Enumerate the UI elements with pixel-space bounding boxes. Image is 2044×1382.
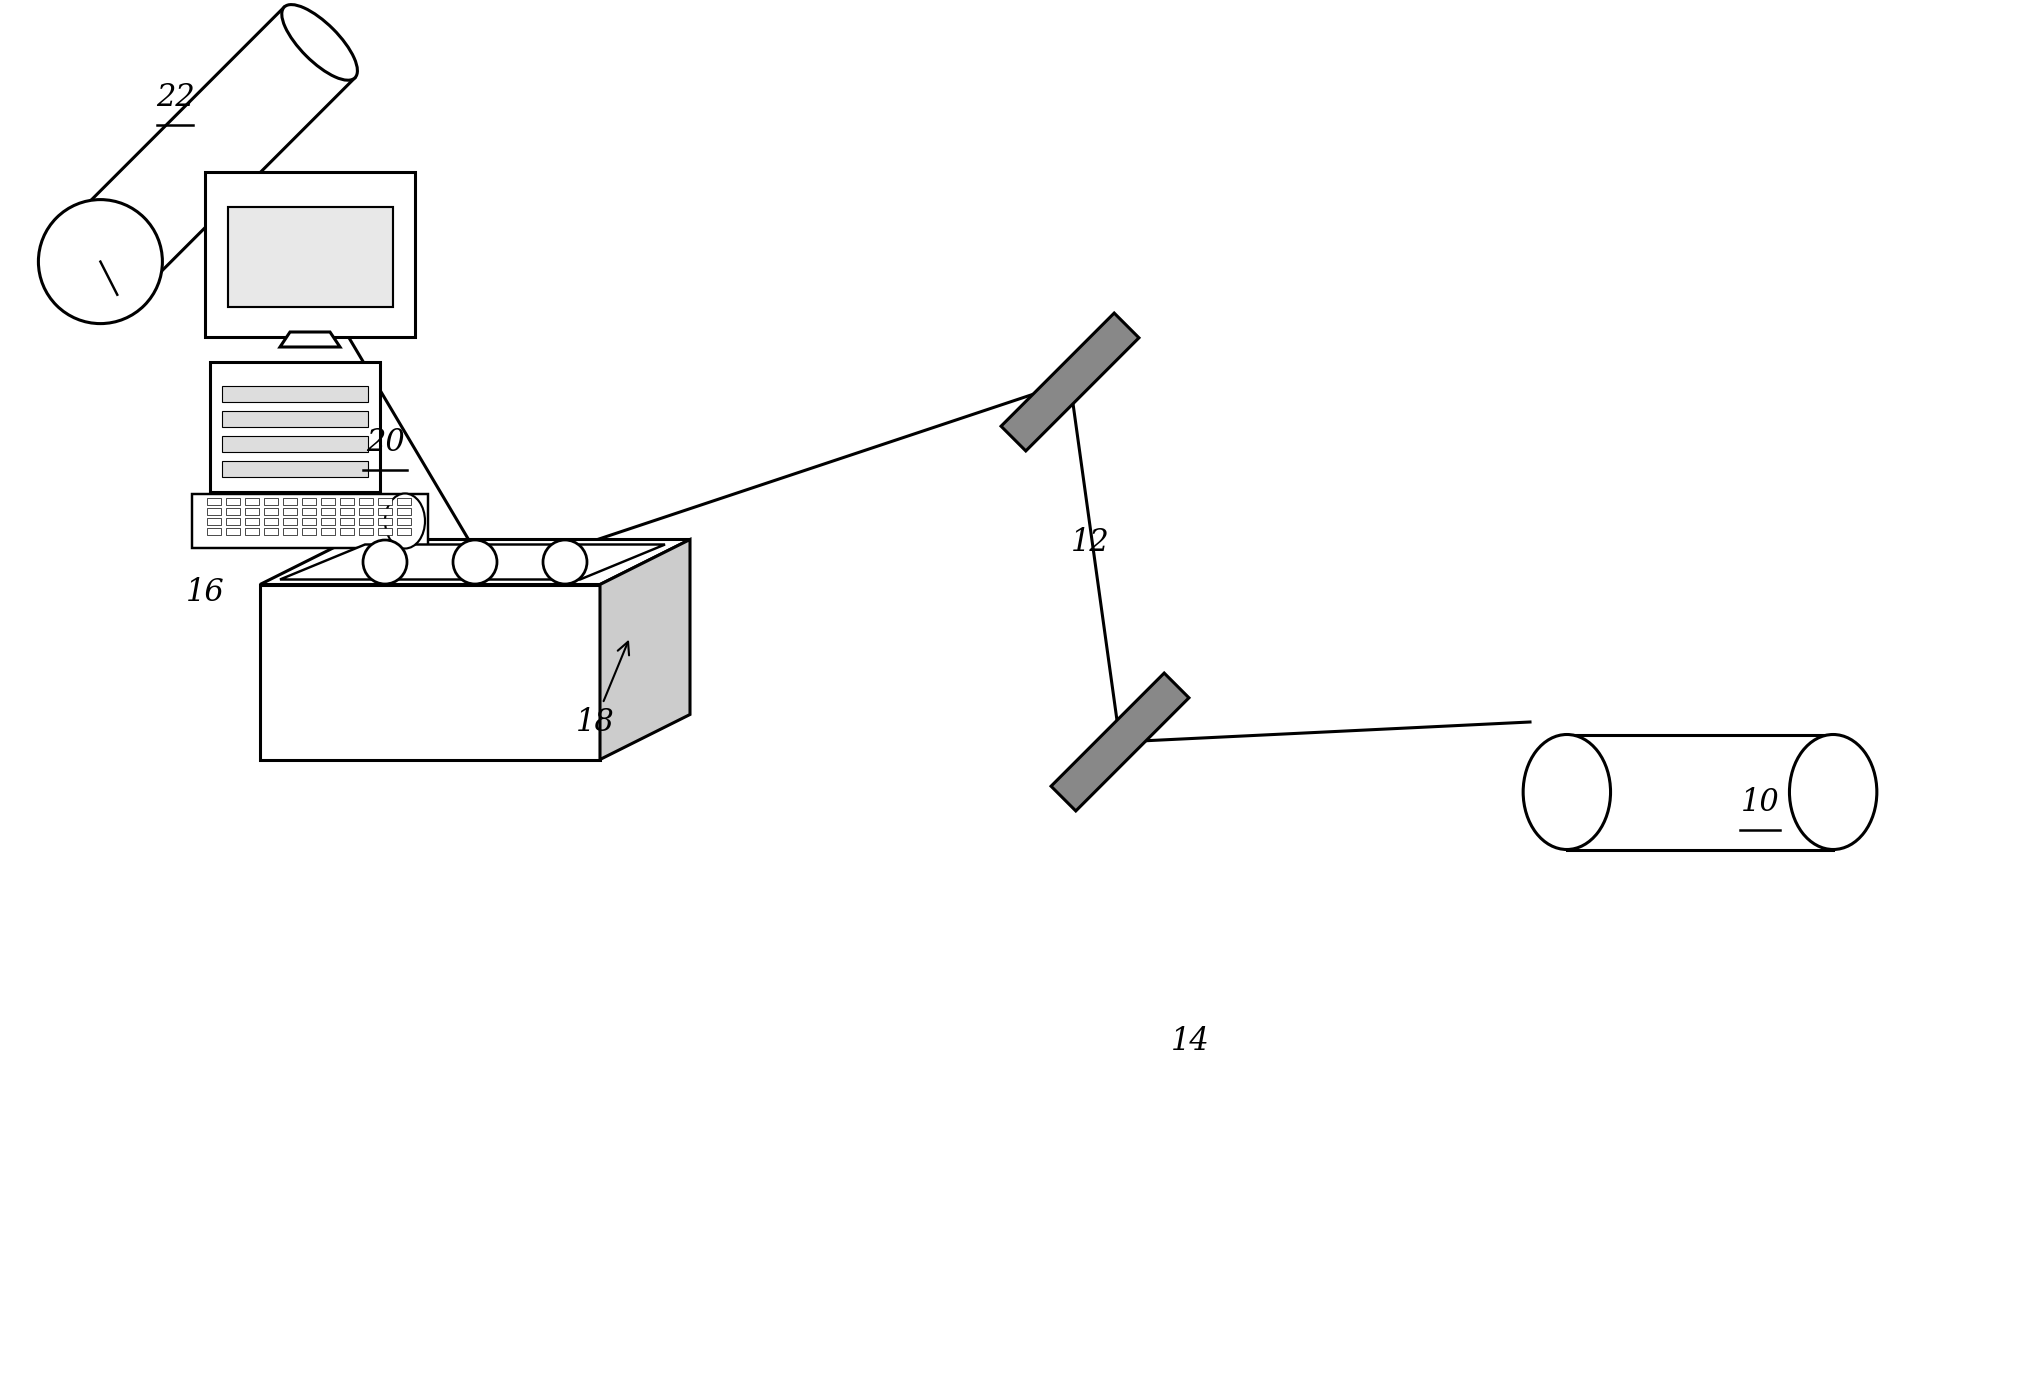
Polygon shape — [280, 332, 339, 347]
FancyBboxPatch shape — [204, 171, 415, 337]
FancyBboxPatch shape — [397, 528, 411, 535]
FancyBboxPatch shape — [245, 528, 260, 535]
FancyBboxPatch shape — [206, 518, 221, 525]
FancyBboxPatch shape — [192, 493, 427, 549]
FancyBboxPatch shape — [339, 509, 354, 515]
Ellipse shape — [1523, 734, 1611, 850]
FancyBboxPatch shape — [303, 528, 317, 535]
FancyBboxPatch shape — [282, 518, 296, 525]
Polygon shape — [260, 539, 691, 585]
FancyBboxPatch shape — [264, 518, 278, 525]
FancyBboxPatch shape — [303, 498, 317, 504]
FancyBboxPatch shape — [282, 509, 296, 515]
Polygon shape — [260, 585, 601, 760]
FancyBboxPatch shape — [227, 528, 239, 535]
Circle shape — [544, 540, 587, 585]
Text: 22: 22 — [155, 82, 194, 112]
FancyBboxPatch shape — [397, 518, 411, 525]
FancyBboxPatch shape — [223, 435, 368, 452]
FancyBboxPatch shape — [223, 410, 368, 427]
FancyBboxPatch shape — [282, 498, 296, 504]
FancyBboxPatch shape — [339, 528, 354, 535]
Polygon shape — [1568, 734, 1833, 850]
FancyBboxPatch shape — [397, 509, 411, 515]
Circle shape — [364, 540, 407, 585]
FancyBboxPatch shape — [206, 528, 221, 535]
FancyBboxPatch shape — [339, 518, 354, 525]
Ellipse shape — [282, 4, 358, 80]
FancyBboxPatch shape — [206, 509, 221, 515]
FancyBboxPatch shape — [264, 498, 278, 504]
Polygon shape — [1051, 673, 1190, 811]
FancyBboxPatch shape — [245, 509, 260, 515]
FancyBboxPatch shape — [223, 386, 368, 402]
Polygon shape — [280, 545, 664, 579]
Ellipse shape — [384, 493, 425, 549]
FancyBboxPatch shape — [303, 518, 317, 525]
FancyBboxPatch shape — [339, 498, 354, 504]
Text: 18: 18 — [576, 641, 630, 738]
FancyBboxPatch shape — [282, 528, 296, 535]
FancyBboxPatch shape — [378, 528, 392, 535]
Text: 20: 20 — [366, 427, 405, 457]
FancyBboxPatch shape — [360, 509, 372, 515]
FancyBboxPatch shape — [378, 518, 392, 525]
Polygon shape — [65, 7, 356, 297]
FancyBboxPatch shape — [397, 498, 411, 504]
FancyBboxPatch shape — [321, 509, 335, 515]
FancyBboxPatch shape — [206, 498, 221, 504]
FancyBboxPatch shape — [227, 207, 392, 307]
Circle shape — [454, 540, 497, 585]
Text: 10: 10 — [1741, 786, 1780, 818]
Polygon shape — [1002, 314, 1139, 451]
FancyBboxPatch shape — [321, 498, 335, 504]
FancyBboxPatch shape — [227, 509, 239, 515]
Polygon shape — [601, 539, 691, 760]
FancyBboxPatch shape — [264, 528, 278, 535]
FancyBboxPatch shape — [378, 498, 392, 504]
FancyBboxPatch shape — [360, 518, 372, 525]
Text: 14: 14 — [1171, 1027, 1210, 1057]
FancyBboxPatch shape — [245, 498, 260, 504]
FancyBboxPatch shape — [227, 518, 239, 525]
FancyBboxPatch shape — [264, 509, 278, 515]
Text: 12: 12 — [1071, 527, 1110, 557]
FancyBboxPatch shape — [211, 362, 380, 492]
FancyBboxPatch shape — [245, 518, 260, 525]
FancyBboxPatch shape — [360, 528, 372, 535]
Text: 16: 16 — [186, 576, 225, 608]
Ellipse shape — [1788, 734, 1876, 850]
FancyBboxPatch shape — [378, 509, 392, 515]
Circle shape — [39, 199, 161, 323]
FancyBboxPatch shape — [227, 498, 239, 504]
FancyBboxPatch shape — [360, 498, 372, 504]
FancyBboxPatch shape — [321, 518, 335, 525]
FancyBboxPatch shape — [321, 528, 335, 535]
FancyBboxPatch shape — [303, 509, 317, 515]
FancyBboxPatch shape — [223, 462, 368, 477]
